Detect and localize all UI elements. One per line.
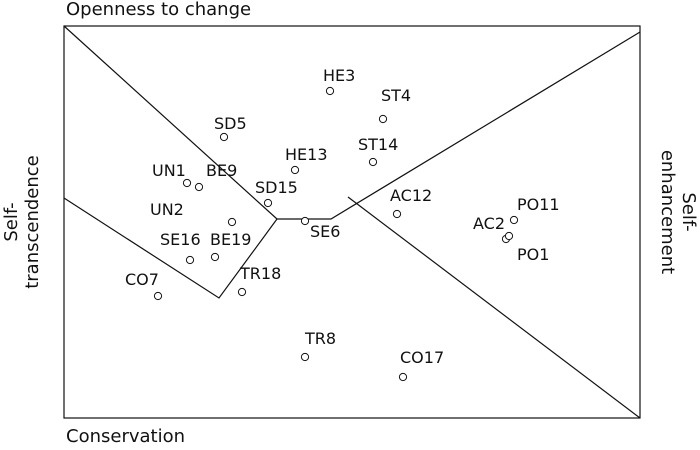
- point-marker-be9: [194, 182, 204, 192]
- axis-label-right: Self- enhancement: [657, 150, 699, 274]
- point-marker-he3: [325, 86, 335, 96]
- axis-label-left-line2: transcendence: [22, 155, 43, 289]
- point-marker-st4: [378, 114, 388, 124]
- axis-label-left-line1: Self-: [1, 202, 22, 242]
- point-marker-se6: [300, 216, 310, 226]
- point-marker-he13: [290, 165, 300, 175]
- plot-frame: [63, 25, 641, 419]
- points-layer: HE3 ST4 SD5 HE13 ST14 UN1 BE9 SD15 AC12 PO11 AC2 PO…: [125, 66, 560, 382]
- point-label-sd5: SD5: [214, 114, 247, 133]
- point-marker-se16: [185, 255, 195, 265]
- point-label-he13: HE13: [285, 145, 328, 164]
- point-label-ac2: AC2: [473, 214, 505, 233]
- point-marker-be19: [210, 252, 220, 262]
- axis-label-top: Openness to change: [66, 0, 252, 20]
- point-label-he3: HE3: [323, 66, 355, 85]
- point-marker-un1: [182, 178, 192, 188]
- point-label-be19: BE19: [210, 230, 251, 249]
- point-label-un2: UN2: [150, 200, 184, 219]
- point-label-po11: PO11: [517, 195, 560, 214]
- point-marker-sd5: [219, 132, 229, 142]
- point-label-po1: PO1: [517, 245, 549, 264]
- point-marker-un2: [227, 217, 237, 227]
- region-boundary-self-transcendence: [63, 197, 278, 299]
- point-label-se16: SE16: [160, 230, 201, 249]
- point-marker-tr18: [237, 287, 247, 297]
- point-label-ac12: AC12: [390, 186, 432, 205]
- point-label-st14: ST14: [358, 135, 398, 154]
- point-label-un1: UN1: [152, 161, 186, 180]
- point-marker-po11: [509, 215, 519, 225]
- axis-label-right-line1: Self-: [678, 192, 699, 232]
- point-marker-ac12: [392, 209, 402, 219]
- point-marker-po1: [504, 231, 514, 241]
- point-label-co7: CO7: [125, 270, 159, 289]
- point-label-se6: SE6: [310, 222, 340, 241]
- axis-label-left: Self- transcendence: [1, 155, 43, 289]
- axis-label-right-line2: enhancement: [657, 149, 678, 275]
- point-label-sd15: SD15: [255, 178, 298, 197]
- point-marker-sd15: [263, 198, 273, 208]
- point-marker-co17: [398, 372, 408, 382]
- region-boundary-self-enhancement: [347, 196, 641, 419]
- point-label-tr8: TR8: [304, 329, 336, 348]
- point-marker-tr8: [300, 352, 310, 362]
- axis-label-bottom: Conservation: [66, 426, 186, 447]
- point-label-st4: ST4: [381, 86, 411, 105]
- point-marker-co7: [153, 291, 163, 301]
- region-boundary-openness: [63, 25, 641, 220]
- point-label-be9: BE9: [206, 161, 237, 180]
- point-label-co17: CO17: [400, 348, 444, 367]
- point-label-tr18: TR18: [239, 264, 281, 283]
- point-marker-st14: [368, 157, 378, 167]
